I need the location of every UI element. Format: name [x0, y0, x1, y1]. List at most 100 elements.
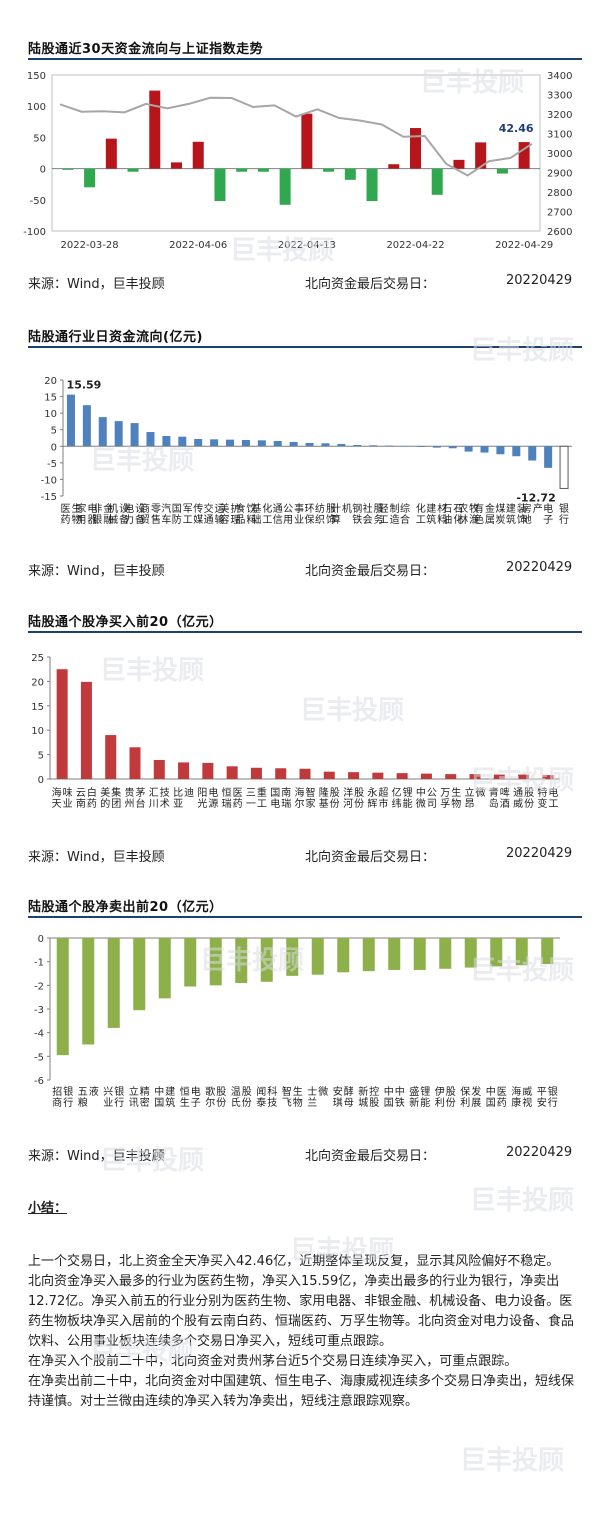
y-tick-label: 10 [44, 409, 57, 420]
bar [273, 440, 282, 447]
category-label: 机械 [108, 502, 118, 526]
category-label: 通信 [273, 503, 283, 526]
category-label: 茅台 [136, 787, 146, 810]
category-label: 立讯 [129, 1085, 139, 1109]
flow-bar [301, 113, 313, 169]
category-label: 国电 [270, 787, 280, 810]
y-tick-label: -10 [41, 475, 57, 486]
category-label: 精密 [140, 1085, 150, 1109]
chart2-rule [28, 346, 582, 348]
category-label: 技术 [160, 786, 170, 810]
category-label: 亿纬 [392, 786, 402, 810]
bar [105, 735, 117, 779]
category-label: 零售 [151, 503, 161, 526]
bar [323, 771, 335, 779]
category-label: 护理 [231, 502, 241, 526]
y-tick-label: 50 [33, 133, 46, 144]
y-tick-label: -6 [34, 1076, 44, 1087]
flow-bar [388, 164, 400, 169]
category-label: 中国 [486, 1085, 496, 1109]
category-label: 汇川 [149, 786, 159, 810]
bar [420, 773, 432, 779]
category-label: 农林 [458, 502, 468, 526]
category-label: 微 [476, 786, 486, 799]
category-label: 永辉 [367, 786, 377, 810]
category-label: 迪 [184, 787, 194, 799]
y2-tick-label: 3400 [547, 71, 572, 82]
chart4-source: 来源：Wind，巨丰投顾 [28, 1149, 165, 1164]
category-label: 房地 [522, 502, 532, 526]
bar [512, 446, 521, 457]
bar [226, 766, 238, 779]
y-tick-label: -5 [34, 1052, 44, 1063]
bar [289, 441, 298, 447]
x-tick-label: 2022-04-22 [386, 240, 444, 251]
flow-bar [518, 142, 530, 169]
y-tick-label: 0 [38, 775, 44, 786]
bar [114, 421, 123, 447]
category-label: 控股 [369, 1085, 379, 1109]
bar [518, 774, 530, 779]
chart4-rule [28, 916, 582, 918]
bar [385, 445, 394, 447]
category-label: 味业 [63, 787, 73, 810]
chart2-source: 来源：Wind，巨丰投顾 [28, 564, 165, 579]
bar [490, 938, 503, 967]
category-label: 银行 [548, 1085, 558, 1109]
category-label: 立昂 [465, 786, 475, 810]
bar [448, 446, 457, 449]
category-label: 传媒 [193, 503, 203, 526]
category-label: 食品 [235, 502, 245, 526]
category-label: 特变 [537, 787, 547, 810]
category-label: 歌尔 [205, 1085, 215, 1109]
bar [542, 775, 554, 779]
category-label: 银行 [559, 502, 569, 526]
y-tick-label: 5 [38, 751, 44, 762]
category-label: 新城 [358, 1085, 368, 1109]
category-label: 石油 [442, 504, 452, 526]
summary-paragraph: 在净买入个股前二十中，北向资金对贵州茅台近5个交易日连续净买入，可重点跟踪。 [28, 1354, 518, 1369]
bar [178, 436, 187, 447]
y2-tick-label: 3200 [547, 110, 572, 121]
category-label: 石化 [453, 504, 463, 526]
bar [348, 772, 360, 779]
y-tick-label: 0 [40, 165, 46, 176]
bar [146, 432, 155, 447]
bar [210, 439, 219, 447]
summary-title: 小结： [28, 1201, 68, 1216]
category-label: 恒瑞 [222, 786, 232, 810]
category-label: 重工 [257, 786, 267, 810]
category-label: 白药 [87, 786, 97, 810]
bar [496, 446, 505, 455]
chart1-lastday-value: 20220429 [506, 273, 573, 288]
category-label: 社会 [363, 502, 373, 526]
bar [129, 747, 141, 779]
flow-bar [105, 138, 117, 169]
chart3-rule [28, 631, 582, 633]
bar [559, 445, 569, 489]
y-tick-label: 0 [38, 934, 44, 945]
category-label: 银行 [114, 1085, 124, 1109]
y-tick-label: -100 [23, 227, 46, 238]
y-tick-label: -50 [30, 196, 46, 207]
category-label: 建筑 [426, 502, 436, 526]
category-label: 事业 [294, 502, 304, 526]
category-label: 超市 [378, 786, 388, 810]
category-label: 化工 [416, 502, 426, 526]
category-label: 集团 [111, 786, 121, 810]
category-label: 中微 [416, 786, 426, 810]
y2-tick-label: 2600 [547, 227, 572, 238]
bar [202, 762, 214, 779]
flow-bar [84, 168, 96, 188]
category-label: 比亚 [173, 787, 183, 810]
bar [250, 767, 262, 779]
category-label: 科技 [267, 1085, 277, 1109]
y-tick-label: 150 [27, 71, 46, 82]
bar [439, 938, 452, 969]
category-label: 金融 [103, 502, 113, 526]
category-label: 产 [533, 502, 543, 515]
category-label: 军工 [183, 503, 193, 526]
bar [353, 444, 362, 447]
category-label: 牧渔 [469, 502, 479, 526]
category-label: 中国 [154, 1085, 164, 1109]
